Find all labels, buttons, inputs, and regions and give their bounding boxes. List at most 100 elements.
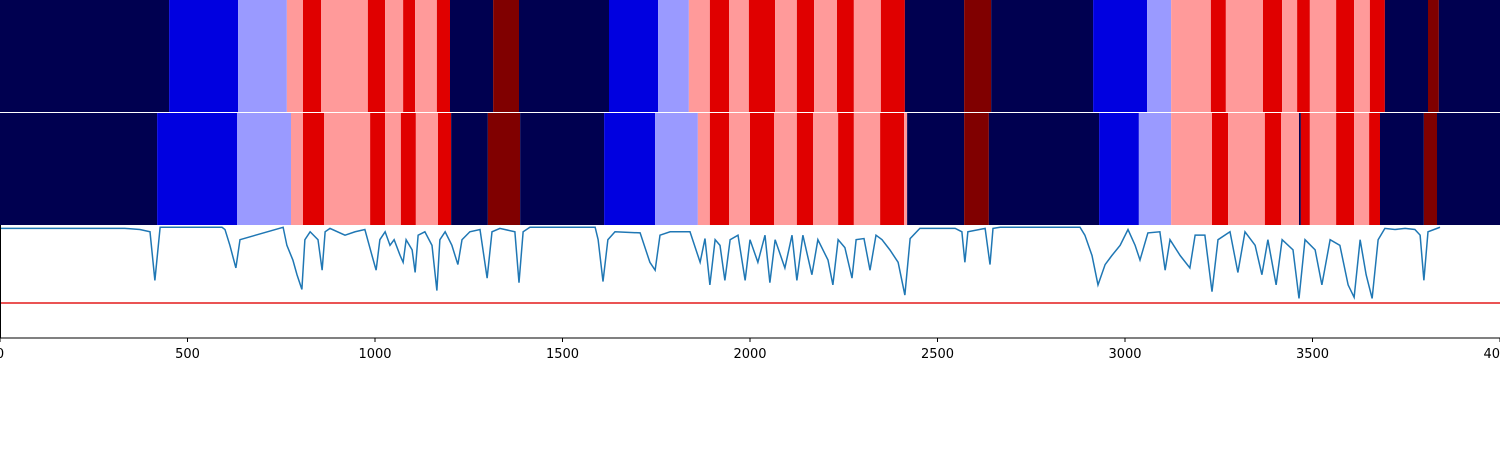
segment bbox=[1354, 0, 1370, 112]
segment bbox=[1369, 113, 1380, 225]
segment bbox=[1309, 113, 1337, 225]
segment bbox=[436, 0, 450, 112]
segment bbox=[609, 0, 659, 112]
segment bbox=[1263, 0, 1283, 112]
segment bbox=[1147, 0, 1172, 112]
segment bbox=[658, 0, 689, 112]
segment bbox=[519, 0, 609, 112]
x-tick-label: 1500 bbox=[546, 347, 579, 362]
segment bbox=[324, 113, 371, 225]
segment bbox=[838, 113, 854, 225]
x-tick-label: 1000 bbox=[358, 347, 391, 362]
segment bbox=[1210, 0, 1226, 112]
x-tick-label: 4000 bbox=[1483, 347, 1500, 362]
segment bbox=[964, 0, 992, 112]
segment bbox=[729, 113, 750, 225]
segment bbox=[1336, 113, 1355, 225]
segment bbox=[1225, 0, 1263, 112]
segment bbox=[0, 0, 170, 112]
segment bbox=[1336, 0, 1355, 112]
segment bbox=[1380, 113, 1424, 225]
segment bbox=[493, 0, 519, 112]
segment bbox=[1299, 113, 1301, 225]
segment bbox=[991, 0, 1094, 112]
segment bbox=[1428, 0, 1439, 112]
segment bbox=[237, 113, 291, 225]
segment bbox=[796, 113, 813, 225]
segment bbox=[415, 0, 437, 112]
segment bbox=[748, 0, 776, 112]
segment bbox=[796, 0, 815, 112]
segment bbox=[520, 113, 605, 225]
segment bbox=[688, 0, 710, 112]
segment bbox=[400, 113, 416, 225]
segment bbox=[1281, 113, 1299, 225]
segment bbox=[1423, 113, 1437, 225]
segment bbox=[1138, 113, 1172, 225]
segment bbox=[1099, 113, 1139, 225]
segment bbox=[291, 113, 303, 225]
segment bbox=[1171, 0, 1211, 112]
segment bbox=[1093, 0, 1148, 112]
segment bbox=[814, 0, 837, 112]
x-tick-label: 3000 bbox=[1108, 347, 1141, 362]
segment bbox=[1300, 113, 1310, 225]
segment bbox=[1354, 113, 1370, 225]
segment bbox=[403, 0, 416, 112]
segment bbox=[1369, 0, 1385, 112]
segment bbox=[1282, 0, 1298, 112]
segment bbox=[303, 113, 324, 225]
segment bbox=[385, 0, 404, 112]
segment bbox=[907, 113, 965, 225]
segment bbox=[321, 0, 368, 112]
segment bbox=[775, 0, 797, 112]
segment bbox=[1264, 113, 1281, 225]
segment bbox=[853, 0, 881, 112]
line-series bbox=[0, 226, 1441, 301]
segment bbox=[0, 113, 158, 225]
segment bbox=[367, 0, 386, 112]
segment bbox=[813, 113, 839, 225]
segment bbox=[709, 0, 729, 112]
segment bbox=[1438, 0, 1500, 112]
segment bbox=[709, 113, 729, 225]
segment bbox=[1384, 0, 1428, 112]
segment bbox=[1297, 0, 1310, 112]
x-tick-label: 0 bbox=[0, 347, 4, 362]
x-tick-label: 2500 bbox=[921, 347, 954, 362]
segment bbox=[604, 113, 656, 225]
segment bbox=[964, 113, 989, 225]
segment bbox=[1171, 113, 1212, 225]
segment bbox=[385, 113, 401, 225]
segment bbox=[450, 0, 494, 112]
segment bbox=[451, 113, 488, 225]
segment bbox=[697, 113, 710, 225]
segment bbox=[750, 113, 774, 225]
segment bbox=[370, 113, 386, 225]
segment bbox=[169, 0, 239, 112]
x-tick-label: 2000 bbox=[733, 347, 766, 362]
segment bbox=[774, 113, 797, 225]
x-tick-label: 500 bbox=[175, 347, 200, 362]
segment bbox=[880, 113, 905, 225]
segment bbox=[238, 0, 287, 112]
segment bbox=[880, 0, 905, 112]
segment bbox=[655, 113, 698, 225]
segment bbox=[415, 113, 438, 225]
segment bbox=[853, 113, 881, 225]
segment bbox=[1309, 0, 1337, 112]
segment bbox=[1228, 113, 1265, 225]
segment bbox=[157, 113, 237, 225]
segment bbox=[487, 113, 521, 225]
x-tick-label: 3500 bbox=[1296, 347, 1329, 362]
segment bbox=[1437, 113, 1500, 225]
segment bbox=[988, 113, 1100, 225]
segment bbox=[1212, 113, 1229, 225]
segment bbox=[904, 113, 908, 225]
segment bbox=[438, 113, 452, 225]
segment bbox=[303, 0, 321, 112]
segment bbox=[837, 0, 854, 112]
segment bbox=[904, 0, 965, 112]
segment bbox=[286, 0, 303, 112]
